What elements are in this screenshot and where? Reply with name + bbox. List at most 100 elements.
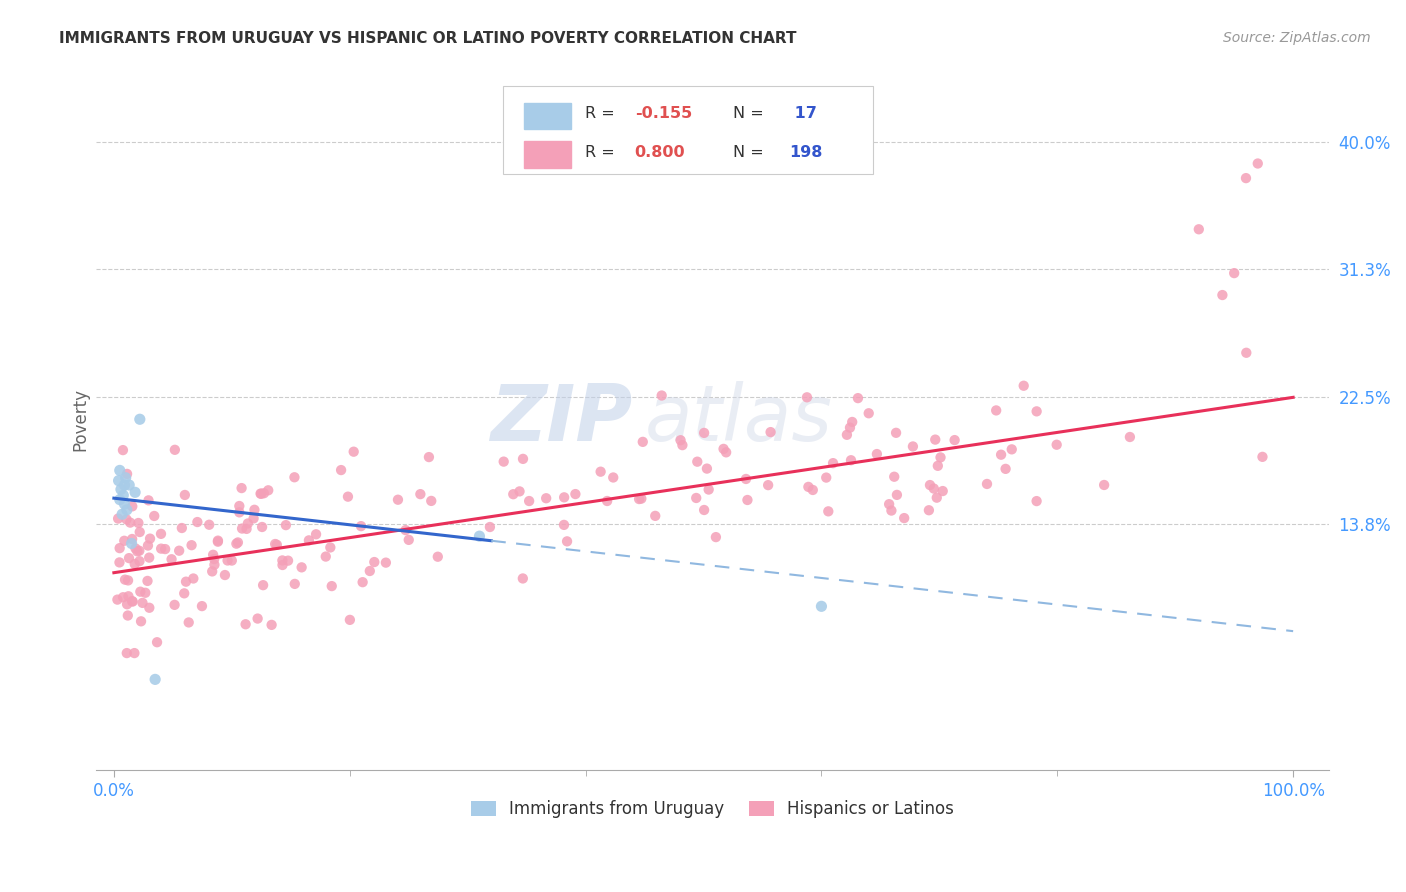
Point [129,615,152,629]
Point [735,472,758,486]
Point [352,575,374,590]
Point [271,553,294,567]
Point [127,544,149,558]
Point [924,433,946,447]
Point [107,592,129,607]
Point [250,520,273,534]
Point [426,549,449,564]
Point [671,438,693,452]
Point [929,450,952,465]
Point [737,493,759,508]
Point [183,572,205,586]
Point [221,553,243,567]
Point [136,574,159,588]
Point [128,412,150,426]
Point [143,673,166,687]
Point [564,487,586,501]
Point [713,442,735,456]
Point [835,427,858,442]
Point [146,635,169,649]
Point [114,471,136,485]
Point [128,543,150,558]
Point [207,533,229,548]
Point [108,463,131,477]
Point [374,556,396,570]
Point [217,553,239,567]
Point [841,415,863,429]
Point [284,577,307,591]
Point [198,517,221,532]
Point [704,530,727,544]
Point [986,403,1008,417]
Point [990,448,1012,462]
Point [266,538,288,552]
Point [291,560,314,574]
Point [877,497,900,511]
Point [359,564,381,578]
Point [117,574,139,588]
Point [150,527,173,541]
Point [107,511,129,525]
Point [901,440,924,454]
Point [893,511,915,525]
Text: 0.800: 0.800 [634,145,685,160]
Point [277,554,299,568]
Point [191,599,214,614]
Point [252,578,274,592]
Text: 198: 198 [789,145,823,160]
Point [817,504,839,518]
Point [343,444,366,458]
Point [274,518,297,533]
Point [121,536,143,550]
Text: R =: R = [585,145,620,160]
Point [231,522,253,536]
Point [121,532,143,546]
Point [167,543,190,558]
Point [628,491,651,506]
Point [114,478,136,492]
Text: ZIP: ZIP [491,381,633,458]
Point [177,615,200,630]
Point [124,557,146,571]
Point [160,552,183,566]
Point [821,456,844,470]
Point [118,551,141,566]
Point [363,555,385,569]
Point [112,591,135,605]
Point [918,478,941,492]
Text: R =: R = [585,106,620,121]
Point [596,494,619,508]
Point [553,517,575,532]
Point [534,491,557,506]
Point [589,465,612,479]
Point [1001,442,1024,457]
Bar [524,103,571,129]
Point [236,516,259,531]
Point [114,497,136,511]
Point [117,589,139,603]
Point [815,470,838,484]
Point [108,492,131,507]
Point [714,445,737,459]
Point [283,470,305,484]
Point [129,584,152,599]
Point [669,434,692,448]
Point [1025,494,1047,508]
Point [336,490,359,504]
Point [553,491,575,505]
Point [235,522,257,536]
Point [468,529,491,543]
Point [250,487,273,501]
Point [124,646,146,660]
Point [512,572,534,586]
Point [257,483,280,498]
Point [107,474,129,488]
Point [114,573,136,587]
Y-axis label: Poverty: Poverty [72,388,89,450]
Text: IMMIGRANTS FROM URUGUAY VS HISPANIC OR LATINO POVERTY CORRELATION CHART: IMMIGRANTS FROM URUGUAY VS HISPANIC OR L… [59,31,797,46]
Point [134,586,156,600]
Point [918,503,941,517]
Point [932,484,955,499]
Point [120,516,142,530]
Point [163,442,186,457]
